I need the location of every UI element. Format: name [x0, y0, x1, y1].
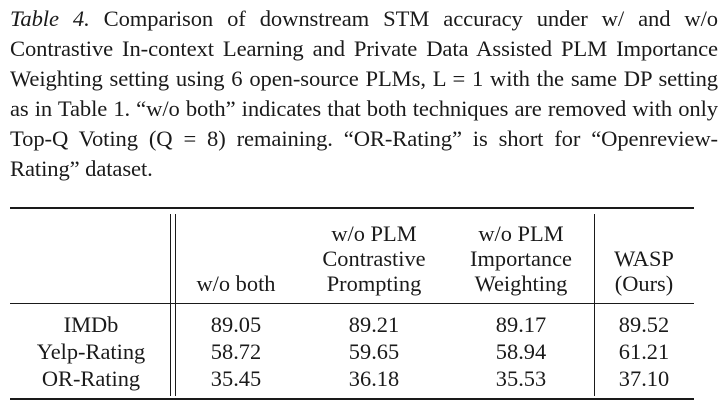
- row-label: IMDb: [63, 312, 119, 337]
- caption-line-1: Comparison of downstream STM accuracy un…: [103, 6, 671, 31]
- table-header-rule: [10, 303, 694, 304]
- cell-value: 89.21: [348, 312, 400, 337]
- caption-line-6: remaining. “OR-Rating” is short for “Ope…: [10, 126, 718, 181]
- header-dataset: [10, 212, 172, 296]
- row-label: OR-Rating: [41, 366, 141, 391]
- table-row-yelp-rating: Yelp-Rating 58.72 59.65 58.94 61.21: [10, 338, 694, 365]
- table-caption: Table 4. Comparison of downstream STM ac…: [10, 4, 718, 184]
- cell-value: 59.65: [348, 339, 400, 364]
- table-row-imdb: IMDb 89.05 89.21 89.17 89.52: [10, 311, 694, 338]
- label-column-divider-left: [170, 214, 171, 396]
- cell-value: 37.10: [618, 366, 670, 391]
- header-wo-contrastive: w/o PLM Contrastive Prompting: [322, 221, 426, 296]
- header-wo-importance: w/o PLM Importance Weighting: [470, 221, 572, 296]
- cell-value: 61.21: [618, 339, 670, 364]
- cell-value: 89.05: [210, 312, 262, 337]
- table-bottom-rule: [10, 398, 694, 400]
- caption-line-5: that both techniques are removed with on…: [10, 96, 718, 151]
- cell-value: 89.52: [618, 312, 670, 337]
- table-row-or-rating: OR-Rating 35.45 36.18 35.53 37.10: [10, 365, 694, 392]
- caption-label: Table 4.: [10, 6, 90, 31]
- row-label: Yelp-Rating: [36, 339, 146, 364]
- cell-value: 89.17: [495, 312, 547, 337]
- cell-value: 58.94: [495, 339, 547, 364]
- results-table: w/o both w/o PLM Contrastive Prompting w…: [10, 212, 694, 392]
- header-wo-both: w/o both: [196, 271, 276, 296]
- header-wasp: WASP (Ours): [614, 246, 674, 296]
- cell-value: 58.72: [210, 339, 262, 364]
- caption-line-2: w/o Contrastive In-context Learning and …: [10, 6, 718, 61]
- caption-line-3: PLM Importance Weighting setting using 6…: [10, 36, 718, 91]
- cell-value: 35.53: [495, 366, 547, 391]
- cell-value: 35.45: [210, 366, 262, 391]
- caption-line-4: L = 1 with the same DP setting as in Tab…: [10, 66, 718, 121]
- ours-column-divider: [594, 214, 595, 396]
- header-row: w/o both w/o PLM Contrastive Prompting w…: [10, 212, 694, 296]
- cell-value: 36.18: [348, 366, 400, 391]
- table-top-rule: [10, 207, 694, 209]
- label-column-divider-right: [175, 214, 176, 396]
